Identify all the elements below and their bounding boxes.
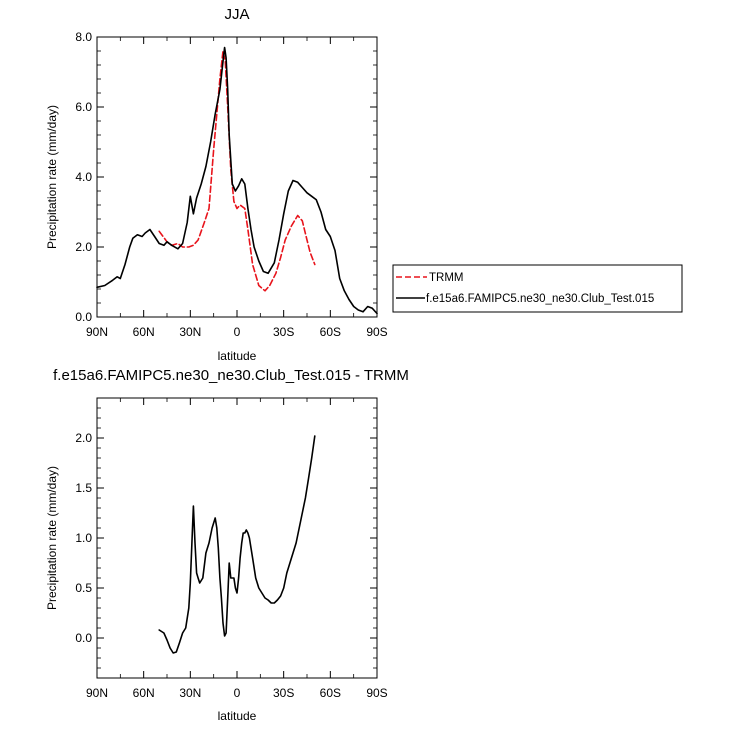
top-x-tick-label: 60S — [320, 325, 341, 339]
bottom-chart-marks — [158, 435, 316, 654]
bottom-x-tick-label: 90N — [86, 686, 108, 700]
top-chart-panel: JJA 90N 60N 30N 0 30S 60S 90S 0.0 2.0 4.0 6.0 8.0 l… — [45, 6, 388, 363]
bottom-x-tick-label: 0 — [234, 686, 241, 700]
top-x-tick-label: 90S — [366, 325, 387, 339]
bottom-x-tick-label: 60N — [133, 686, 155, 700]
bottom-x-axis-label: latitude — [218, 709, 257, 723]
bottom-x-tick-label: 90S — [366, 686, 387, 700]
bottom-x-tick-label: 60S — [320, 686, 341, 700]
top-y-tick-label: 4.0 — [75, 170, 92, 184]
bottom-chart-ticks: 90N 60N 30N 0 30S 60S 90S 0.0 0.5 1.0 1.5 2.0 — [75, 397, 388, 700]
top-y-tick-label: 2.0 — [75, 240, 92, 254]
bottom-y-tick-label: 0.5 — [75, 581, 92, 595]
bottom-y-tick-label: 1.0 — [75, 531, 92, 545]
top-x-tick-label: 30N — [179, 325, 201, 339]
top-chart-marks — [96, 46, 378, 315]
top-series-line-1 — [96, 46, 378, 315]
legend: TRMM f.e15a6.FAMIPC5.ne30_ne30.Club_Test… — [392, 264, 683, 313]
bottom-x-tick-label: 30S — [273, 686, 294, 700]
top-x-tick-label: 60N — [133, 325, 155, 339]
legend-box — [392, 264, 683, 313]
bottom-plot-frame — [96, 397, 378, 679]
top-y-axis-label: Precipitation rate (mm/day) — [45, 105, 59, 249]
top-y-tick-label: 8.0 — [75, 30, 92, 44]
bottom-chart-panel: f.e15a6.FAMIPC5.ne30_ne30.Club_Test.015 … — [45, 367, 409, 723]
bottom-y-tick-label: 0.0 — [75, 631, 92, 645]
top-x-tick-label: 90N — [86, 325, 108, 339]
top-y-tick-label: 0.0 — [75, 310, 92, 324]
top-series-line-0 — [158, 50, 316, 292]
legend-label-model: f.e15a6.FAMIPC5.ne30_ne30.Club_Test.015 — [426, 293, 654, 305]
top-x-tick-label: 30S — [273, 325, 294, 339]
bottom-chart-title: f.e15a6.FAMIPC5.ne30_ne30.Club_Test.015 … — [53, 367, 409, 384]
bottom-x-tick-label: 30N — [179, 686, 201, 700]
legend-label-trmm: TRMM — [429, 272, 464, 284]
top-plot-frame — [96, 36, 378, 318]
bottom-y-tick-label: 2.0 — [75, 431, 92, 445]
top-y-tick-label: 6.0 — [75, 100, 92, 114]
top-chart-title: JJA — [224, 6, 249, 23]
bottom-y-axis-label: Precipitation rate (mm/day) — [45, 466, 59, 610]
top-x-tick-label: 0 — [234, 325, 241, 339]
top-x-axis-label: latitude — [218, 349, 257, 363]
bottom-series-line-0 — [158, 435, 316, 654]
bottom-y-tick-label: 1.5 — [75, 481, 92, 495]
top-chart-ticks: 90N 60N 30N 0 30S 60S 90S 0.0 2.0 4.0 6.0 8.0 — [75, 30, 387, 339]
